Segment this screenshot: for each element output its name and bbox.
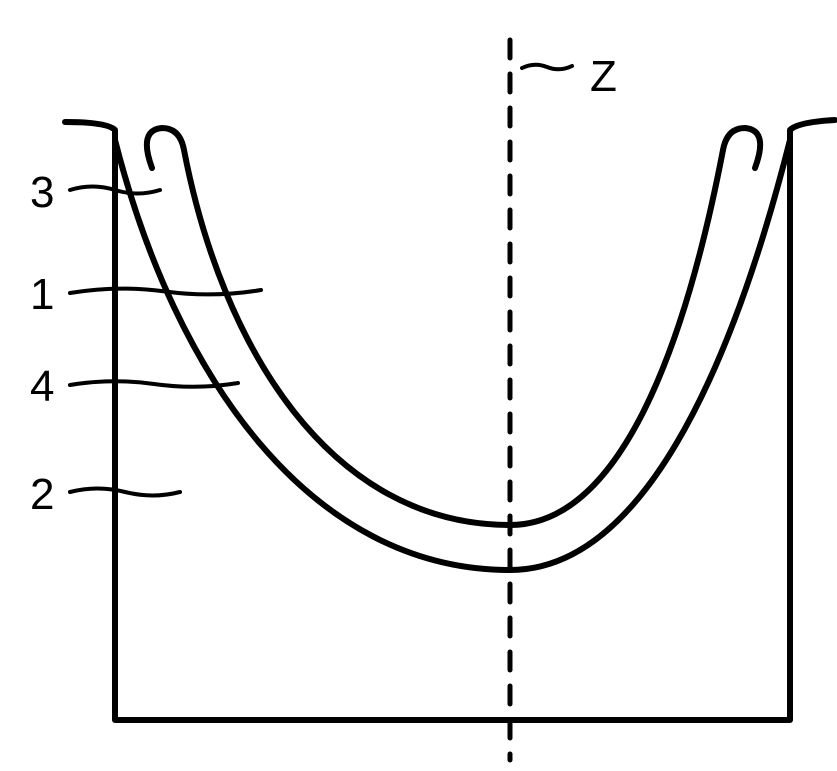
diagram-svg (0, 0, 837, 771)
diagram-canvas: Z 3 1 4 2 (0, 0, 837, 771)
label-3: 3 (30, 168, 54, 218)
label-z: Z (590, 52, 617, 102)
label-2: 2 (30, 470, 54, 520)
label-4: 4 (30, 362, 54, 412)
label-1: 1 (30, 270, 54, 320)
